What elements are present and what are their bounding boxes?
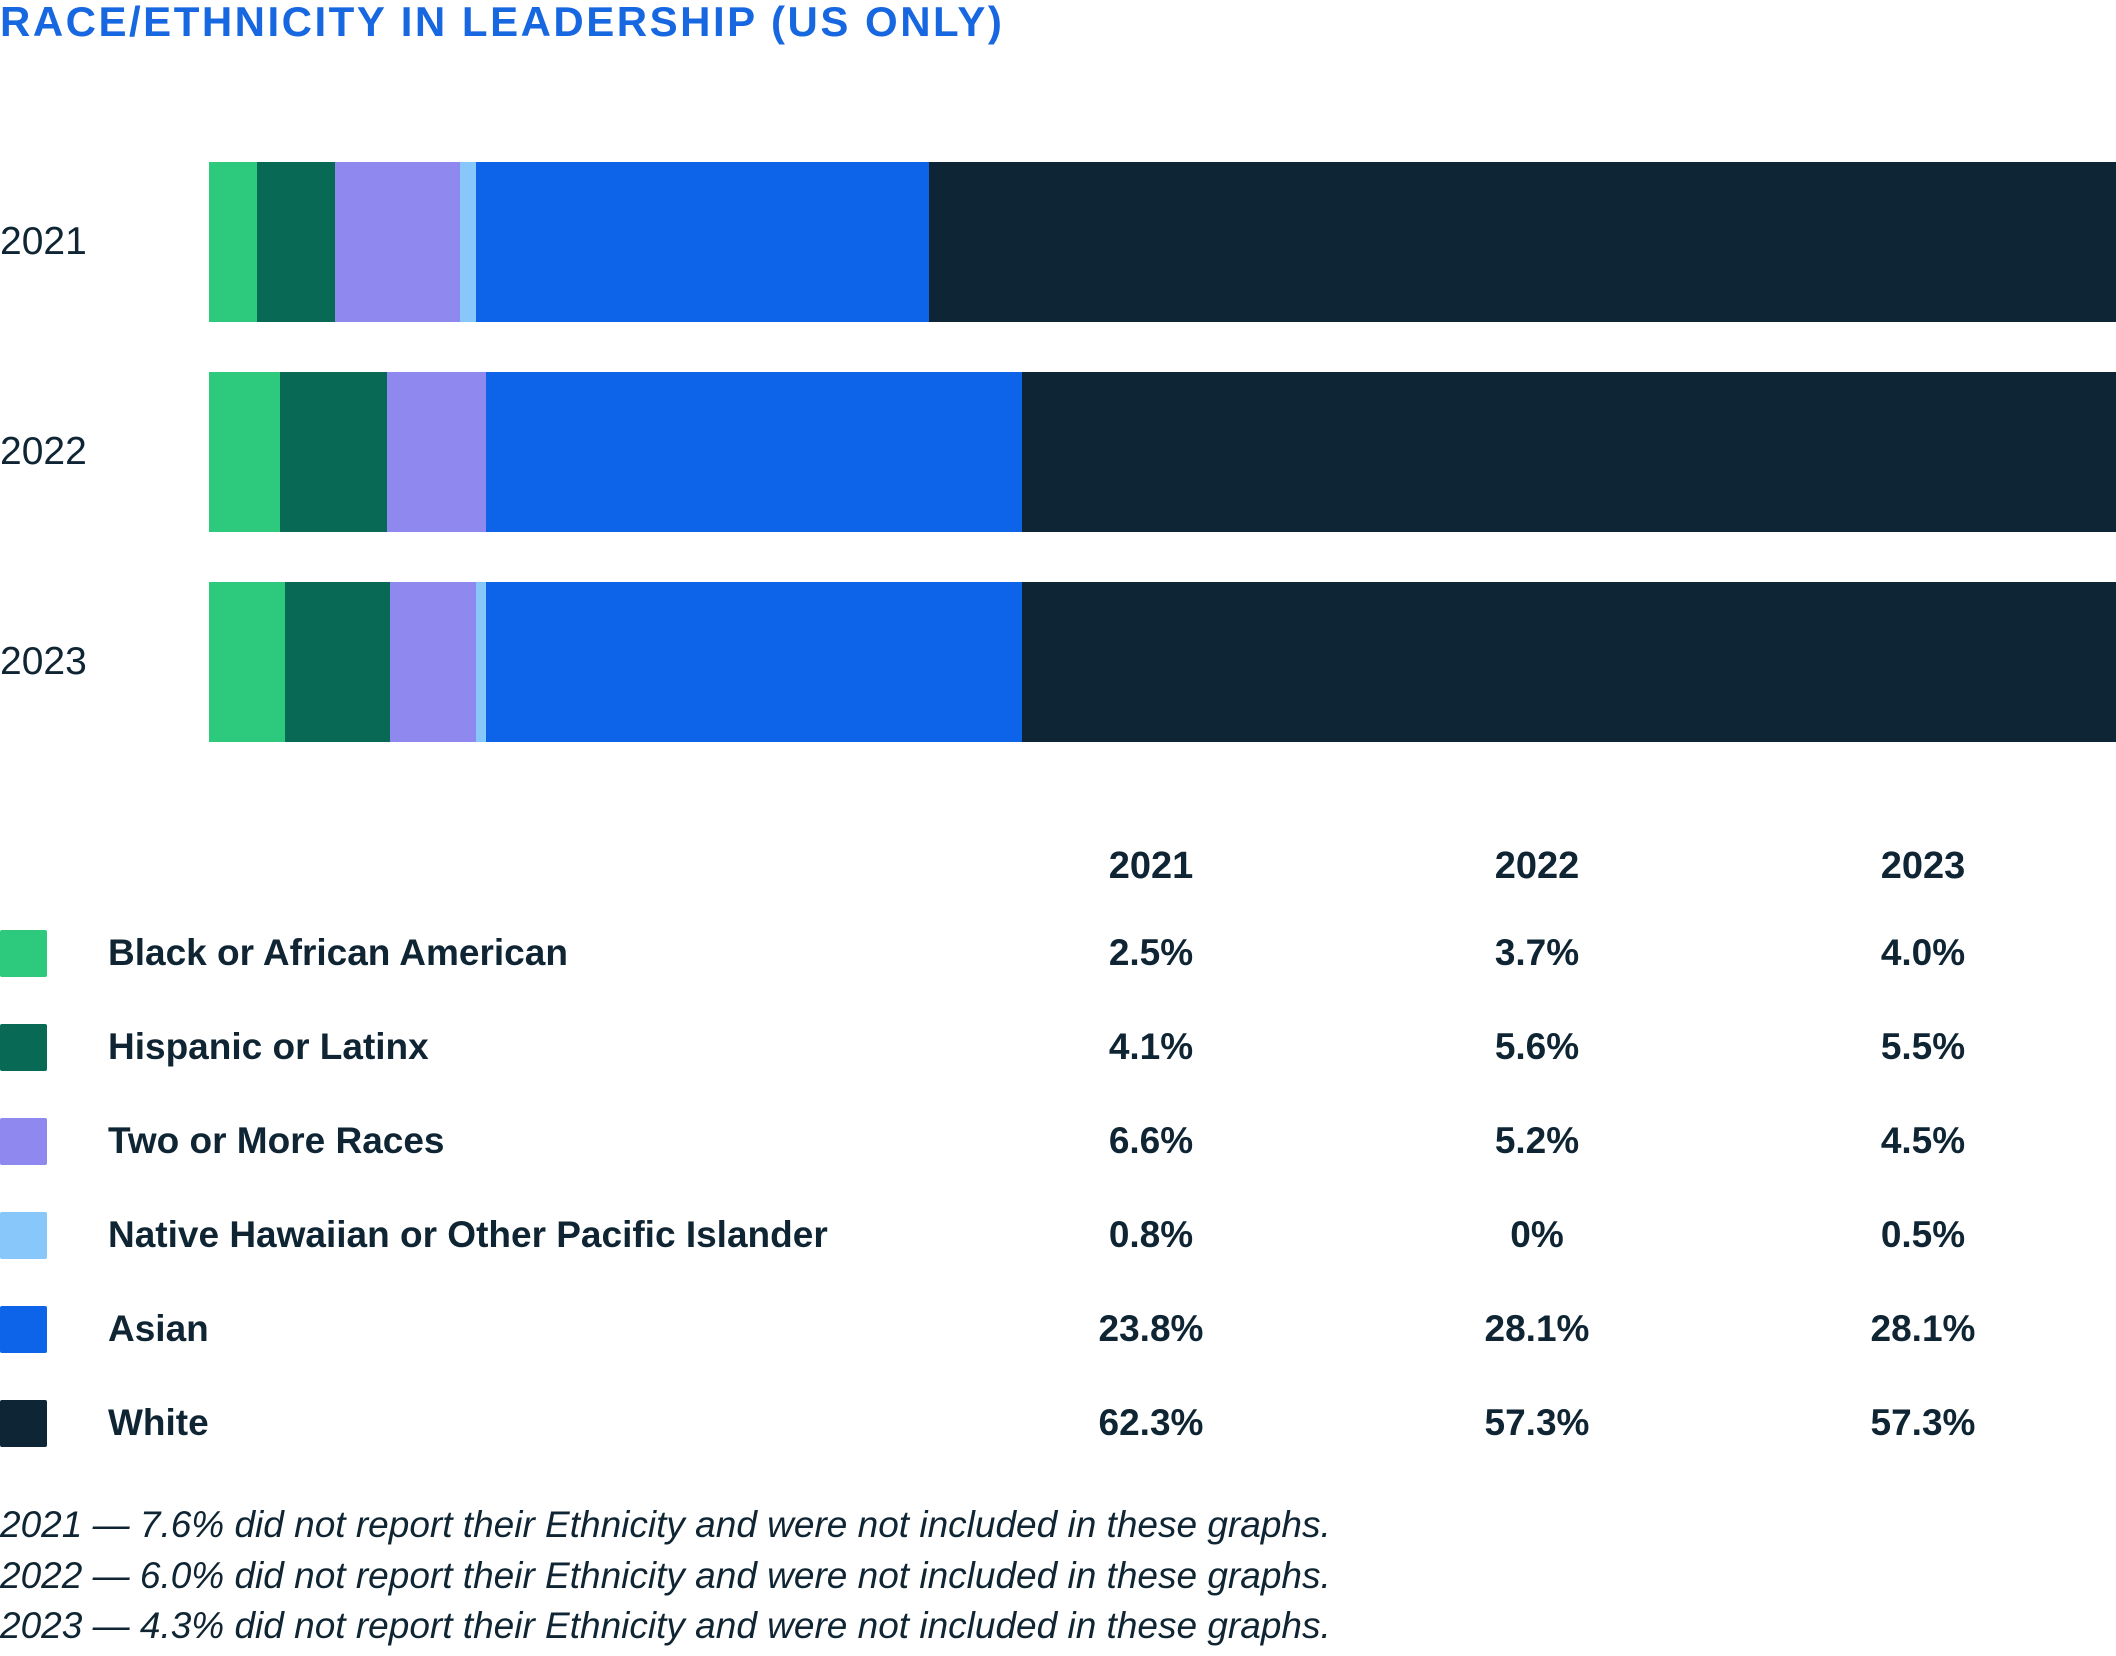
stacked-bar-2023	[209, 582, 2116, 743]
stacked-bar-2022	[209, 372, 2116, 533]
swatch-cell	[0, 929, 108, 977]
legend-row-native-hawaiian-or-other-pacific-islander: Native Hawaiian or Other Pacific Islande…	[0, 1188, 2116, 1282]
black-or-african-american-swatch	[0, 929, 47, 977]
legend-row-two-or-more-races: Two or More Races 6.6% 5.2% 4.5%	[0, 1094, 2116, 1188]
bar-segment-native-hawaiian-or-other-pacific-islander	[460, 162, 476, 323]
bar-segment-hispanic-or-latinx	[279, 372, 387, 533]
legend-value: 4.5%	[1880, 1120, 1966, 1162]
legend-label: Two or More Races	[108, 1120, 445, 1162]
bar-year-label: 2021	[0, 220, 87, 264]
page-title: RACE/ETHNICITY IN LEADERSHIP (US ONLY)	[0, 0, 1005, 45]
legend-label: Asian	[108, 1308, 209, 1350]
bar-segment-white	[1022, 582, 2116, 743]
bar-row-2021: 2021	[0, 162, 2116, 323]
bar-segment-white	[1022, 372, 2116, 533]
swatch-cell	[0, 1117, 108, 1165]
legend-value: 3.7%	[1494, 932, 1580, 974]
bar-segment-black-or-african-american	[209, 372, 280, 533]
legend-value: 2.5%	[1108, 932, 1194, 974]
legend-value: 23.8%	[1098, 1308, 1204, 1350]
legend-row-asian: Asian 23.8% 28.1% 28.1%	[0, 1282, 2116, 1376]
legend-value: 5.6%	[1494, 1026, 1580, 1068]
bar-segment-black-or-african-american	[209, 582, 286, 743]
asian-swatch	[0, 1305, 47, 1353]
bar-segment-hispanic-or-latinx	[256, 162, 335, 323]
bar-segment-two-or-more-races	[390, 582, 477, 743]
bar-segment-black-or-african-american	[209, 162, 257, 323]
bar-segment-native-hawaiian-or-other-pacific-islander	[476, 582, 486, 743]
bar-segment-two-or-more-races	[386, 372, 486, 533]
legend-label: Native Hawaiian or Other Pacific Islande…	[108, 1214, 828, 1256]
stacked-bar-2021	[209, 162, 2116, 323]
legend-value: 62.3%	[1098, 1402, 1204, 1444]
legend-value: 5.2%	[1494, 1120, 1580, 1162]
bar-row-2023: 2023	[0, 582, 2116, 743]
legend-value: 6.6%	[1108, 1120, 1194, 1162]
bar-segment-white	[929, 162, 2116, 323]
bar-segment-hispanic-or-latinx	[285, 582, 391, 743]
bar-segment-asian	[485, 372, 1023, 533]
legend-row-white: White 62.3% 57.3% 57.3%	[0, 1376, 2116, 1470]
legend-value: 0.5%	[1880, 1214, 1966, 1256]
swatch-cell	[0, 1399, 108, 1447]
footnotes: 2021 — 7.6% did not report their Ethnici…	[0, 1504, 2116, 1648]
bar-segment-asian	[485, 582, 1023, 743]
legend-label: Black or African American	[108, 932, 568, 974]
footnote: 2023 — 4.3% did not report their Ethnici…	[0, 1605, 1331, 1647]
white-swatch	[0, 1399, 47, 1447]
footnote: 2022 — 6.0% did not report their Ethnici…	[0, 1554, 1331, 1596]
legend-value: 0%	[1510, 1214, 1564, 1256]
two-or-more-races-swatch	[0, 1117, 47, 1165]
legend-row-black-or-african-american: Black or African American 2.5% 3.7% 4.0%	[0, 906, 2116, 1000]
bar-year-label: 2022	[0, 430, 87, 474]
swatch-cell	[0, 1023, 108, 1071]
legend-table: 2021 2022 2023 Black or African American 2.5…	[0, 826, 2116, 1470]
footnote: 2021 — 7.6% did not report their Ethnici…	[0, 1504, 1331, 1546]
legend-value: 28.1%	[1484, 1308, 1590, 1350]
legend-label: Hispanic or Latinx	[108, 1026, 429, 1068]
legend-value: 0.8%	[1108, 1214, 1194, 1256]
bar-row-2022: 2022	[0, 372, 2116, 533]
legend-value: 4.0%	[1880, 932, 1966, 974]
column-header-2021: 2021	[1108, 844, 1194, 887]
legend-header-row: 2021 2022 2023	[0, 826, 2116, 906]
legend-value: 5.5%	[1880, 1026, 1966, 1068]
bar-year-label: 2023	[0, 640, 87, 684]
stacked-bar-chart: 2021 2022 2023	[0, 162, 2116, 743]
legend-value: 28.1%	[1870, 1308, 1976, 1350]
legend-value: 4.1%	[1108, 1026, 1194, 1068]
swatch-cell	[0, 1211, 108, 1259]
legend-value: 57.3%	[1870, 1402, 1976, 1444]
legend-label: White	[108, 1402, 209, 1444]
swatch-cell	[0, 1305, 108, 1353]
column-header-2022: 2022	[1494, 844, 1580, 887]
column-header-2023: 2023	[1880, 844, 1966, 887]
hispanic-or-latinx-swatch	[0, 1023, 47, 1071]
bar-segment-asian	[475, 162, 930, 323]
legend-row-hispanic-or-latinx: Hispanic or Latinx 4.1% 5.6% 5.5%	[0, 1000, 2116, 1094]
legend-value: 57.3%	[1484, 1402, 1590, 1444]
bar-segment-two-or-more-races	[334, 162, 461, 323]
native-hawaiian-or-other-pacific-islander-swatch	[0, 1211, 47, 1259]
